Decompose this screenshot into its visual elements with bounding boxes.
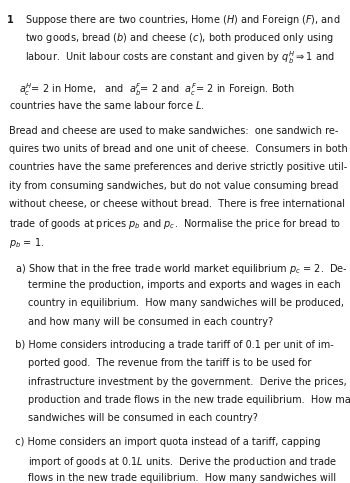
Text: $a_c^H$= 2 in Home,   and  $a_b^F$= 2 and  $a_c^F$= 2 in Foreign. Both: $a_c^H$= 2 in Home, and $a_b^F$= 2 and $… — [19, 81, 295, 98]
Text: labour.  Unit labour costs are constant and given by $q_b^H \Rightarrow 1$ and: labour. Unit labour costs are constant a… — [25, 49, 335, 66]
Text: $\mathbf{1}$: $\mathbf{1}$ — [6, 13, 14, 25]
Text: country in equilibrium.  How many sandwiches will be produced,: country in equilibrium. How many sandwic… — [28, 298, 344, 309]
Text: countries have the same labour force $L$.: countries have the same labour force $L$… — [9, 99, 205, 112]
Text: b) Home considers introducing a trade tariff of 0.1 per unit of im-: b) Home considers introducing a trade ta… — [9, 340, 334, 350]
Text: production and trade flows in the new trade equilibrium.  How many: production and trade flows in the new tr… — [28, 395, 350, 405]
Text: c) Home considers an import quota instead of a tariff, capping: c) Home considers an import quota instea… — [9, 437, 321, 447]
Text: without cheese, or cheese without bread.  There is free international: without cheese, or cheese without bread.… — [9, 199, 345, 209]
Text: import of goods at 0.1$L$ units.  Derive the production and trade: import of goods at 0.1$L$ units. Derive … — [28, 455, 337, 469]
Text: a) Show that in the free trade world market equilibrium $p_c$ = 2.  De-: a) Show that in the free trade world mar… — [9, 262, 348, 276]
Text: $p_b$ = 1.: $p_b$ = 1. — [9, 236, 44, 250]
Text: ity from consuming sandwiches, but do not value consuming bread: ity from consuming sandwiches, but do no… — [9, 181, 338, 191]
Text: trade of goods at prices $p_b$ and $p_c$.  Normalise the price for bread to: trade of goods at prices $p_b$ and $p_c$… — [9, 217, 341, 231]
Text: quires two units of bread and one unit of cheese.  Consumers in both: quires two units of bread and one unit o… — [9, 144, 348, 154]
Text: sandwiches will be consumed in each country?: sandwiches will be consumed in each coun… — [28, 413, 258, 424]
Text: Suppose there are two countries, Home ($H$) and Foreign ($F$), and: Suppose there are two countries, Home ($… — [25, 13, 341, 27]
Text: ported good.  The revenue from the tariff is to be used for: ported good. The revenue from the tariff… — [28, 358, 312, 369]
Text: countries have the same preferences and derive strictly positive util-: countries have the same preferences and … — [9, 162, 347, 172]
Text: flows in the new trade equilibrium.  How many sandwiches will: flows in the new trade equilibrium. How … — [28, 473, 336, 483]
Text: infrastructure investment by the government.  Derive the prices,: infrastructure investment by the governm… — [28, 377, 347, 387]
Text: termine the production, imports and exports and wages in each: termine the production, imports and expo… — [28, 280, 341, 290]
Text: Bread and cheese are used to make sandwiches:  one sandwich re-: Bread and cheese are used to make sandwi… — [9, 126, 338, 136]
Text: and how many will be consumed in each country?: and how many will be consumed in each co… — [28, 317, 273, 327]
Text: two goods, bread ($b$) and cheese ($c$), both produced only using: two goods, bread ($b$) and cheese ($c$),… — [25, 31, 334, 45]
